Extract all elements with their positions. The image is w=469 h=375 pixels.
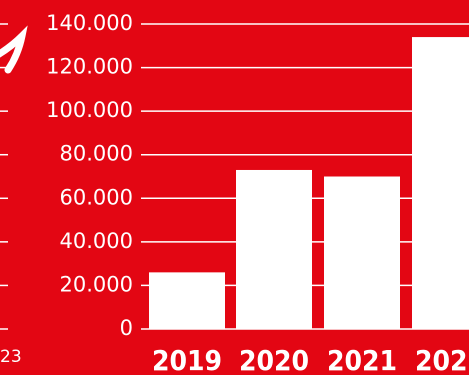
y-tick-label-5: 100.000 [46,98,133,122]
bar-2021 [324,176,400,329]
x-category-label-2021: 2021 [327,344,397,375]
bar-2019 [149,272,225,329]
y-tick-label-3: 60.000 [60,185,133,209]
x-category-label-2020: 2020 [239,344,309,375]
bars [149,37,469,329]
decorative-stroke-icon [0,25,28,74]
y-tick-label-6: 120.000 [46,55,133,79]
y-axis-tick-labels: 0 20.000 40.000 60.000 80.000 100.000 120.000 1… [46,11,133,340]
left-edge-fragment-text: 23 [0,347,22,367]
y-tick-label-2: 40.000 [60,229,133,253]
y-tick-label-4: 80.000 [60,142,133,166]
y-tick-label-1: 20.000 [60,272,133,296]
bar-2022 [412,37,469,329]
bar-2020 [236,169,312,329]
y-tick-label-7: 140.000 [46,11,133,35]
y-tick-label-0: 0 [120,316,133,340]
x-category-label-2019: 2019 [152,344,222,375]
